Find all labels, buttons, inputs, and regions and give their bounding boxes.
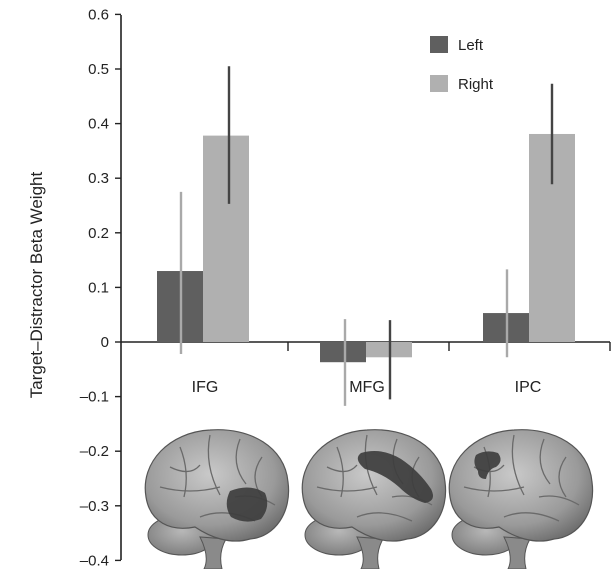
brainstem xyxy=(356,536,384,569)
y-tick-label: 0.4 xyxy=(88,116,109,133)
legend-label-right: Right xyxy=(458,76,494,93)
legend-swatch-left xyxy=(430,36,448,53)
cerebrum xyxy=(301,429,447,542)
activation-region xyxy=(226,487,268,522)
legend: Left Right xyxy=(430,36,494,93)
sulcus xyxy=(356,512,413,522)
sulcus xyxy=(511,434,525,496)
category-label-mfg: MFG xyxy=(349,379,385,396)
y-tick-label: 0.2 xyxy=(88,225,109,242)
sulcus xyxy=(159,486,221,492)
activation-region xyxy=(474,451,501,479)
sulcus xyxy=(558,456,567,498)
y-tick-label: –0.4 xyxy=(80,552,109,569)
category-label-ipc: IPC xyxy=(515,379,542,396)
bar-ifg-right xyxy=(203,135,249,342)
activation-region xyxy=(357,451,433,503)
sulcus xyxy=(326,464,358,473)
cerebrum xyxy=(144,429,290,542)
sulcus xyxy=(539,438,551,485)
sulcus xyxy=(463,486,525,492)
cerebrum xyxy=(448,429,594,542)
y-tick-label: 0.6 xyxy=(88,6,109,23)
y-tick-label: 0 xyxy=(101,334,109,351)
y-ticks: 0.6 0.5 0.4 0.3 0.2 0.1 0 –0.1 –0.2 –0.3 –0.4 xyxy=(80,6,121,569)
category-label-ifg: IFG xyxy=(192,379,219,396)
y-tick-label: 0.3 xyxy=(88,170,109,187)
brain-render-ifg xyxy=(144,429,290,569)
y-tick-label: 0.1 xyxy=(88,279,109,296)
y-axis-title: Target–Distractor Beta Weight xyxy=(27,172,46,399)
sulcus xyxy=(503,512,560,522)
y-tick-label: –0.3 xyxy=(80,498,109,515)
sulcus xyxy=(235,438,247,485)
y-tick-label: 0.5 xyxy=(88,61,109,78)
bars xyxy=(157,133,575,363)
brainstem xyxy=(199,536,227,569)
brain-renders xyxy=(144,429,594,569)
brain-render-ipc xyxy=(448,429,594,569)
error-bars xyxy=(179,66,554,406)
sulcus xyxy=(169,464,201,473)
brain-render-mfg xyxy=(301,429,447,569)
legend-swatch-right xyxy=(430,75,448,92)
sulcus xyxy=(538,495,580,506)
sulcus xyxy=(207,434,221,496)
category-labels: IFG MFG IPC xyxy=(192,379,542,396)
x-ticks xyxy=(287,342,611,351)
y-tick-label: –0.2 xyxy=(80,443,109,460)
bar-mfg-left xyxy=(320,342,366,363)
y-tick-label: –0.1 xyxy=(80,389,109,406)
legend-label-left: Left xyxy=(458,37,484,54)
sulcus xyxy=(316,486,378,492)
brainstem xyxy=(503,536,531,569)
